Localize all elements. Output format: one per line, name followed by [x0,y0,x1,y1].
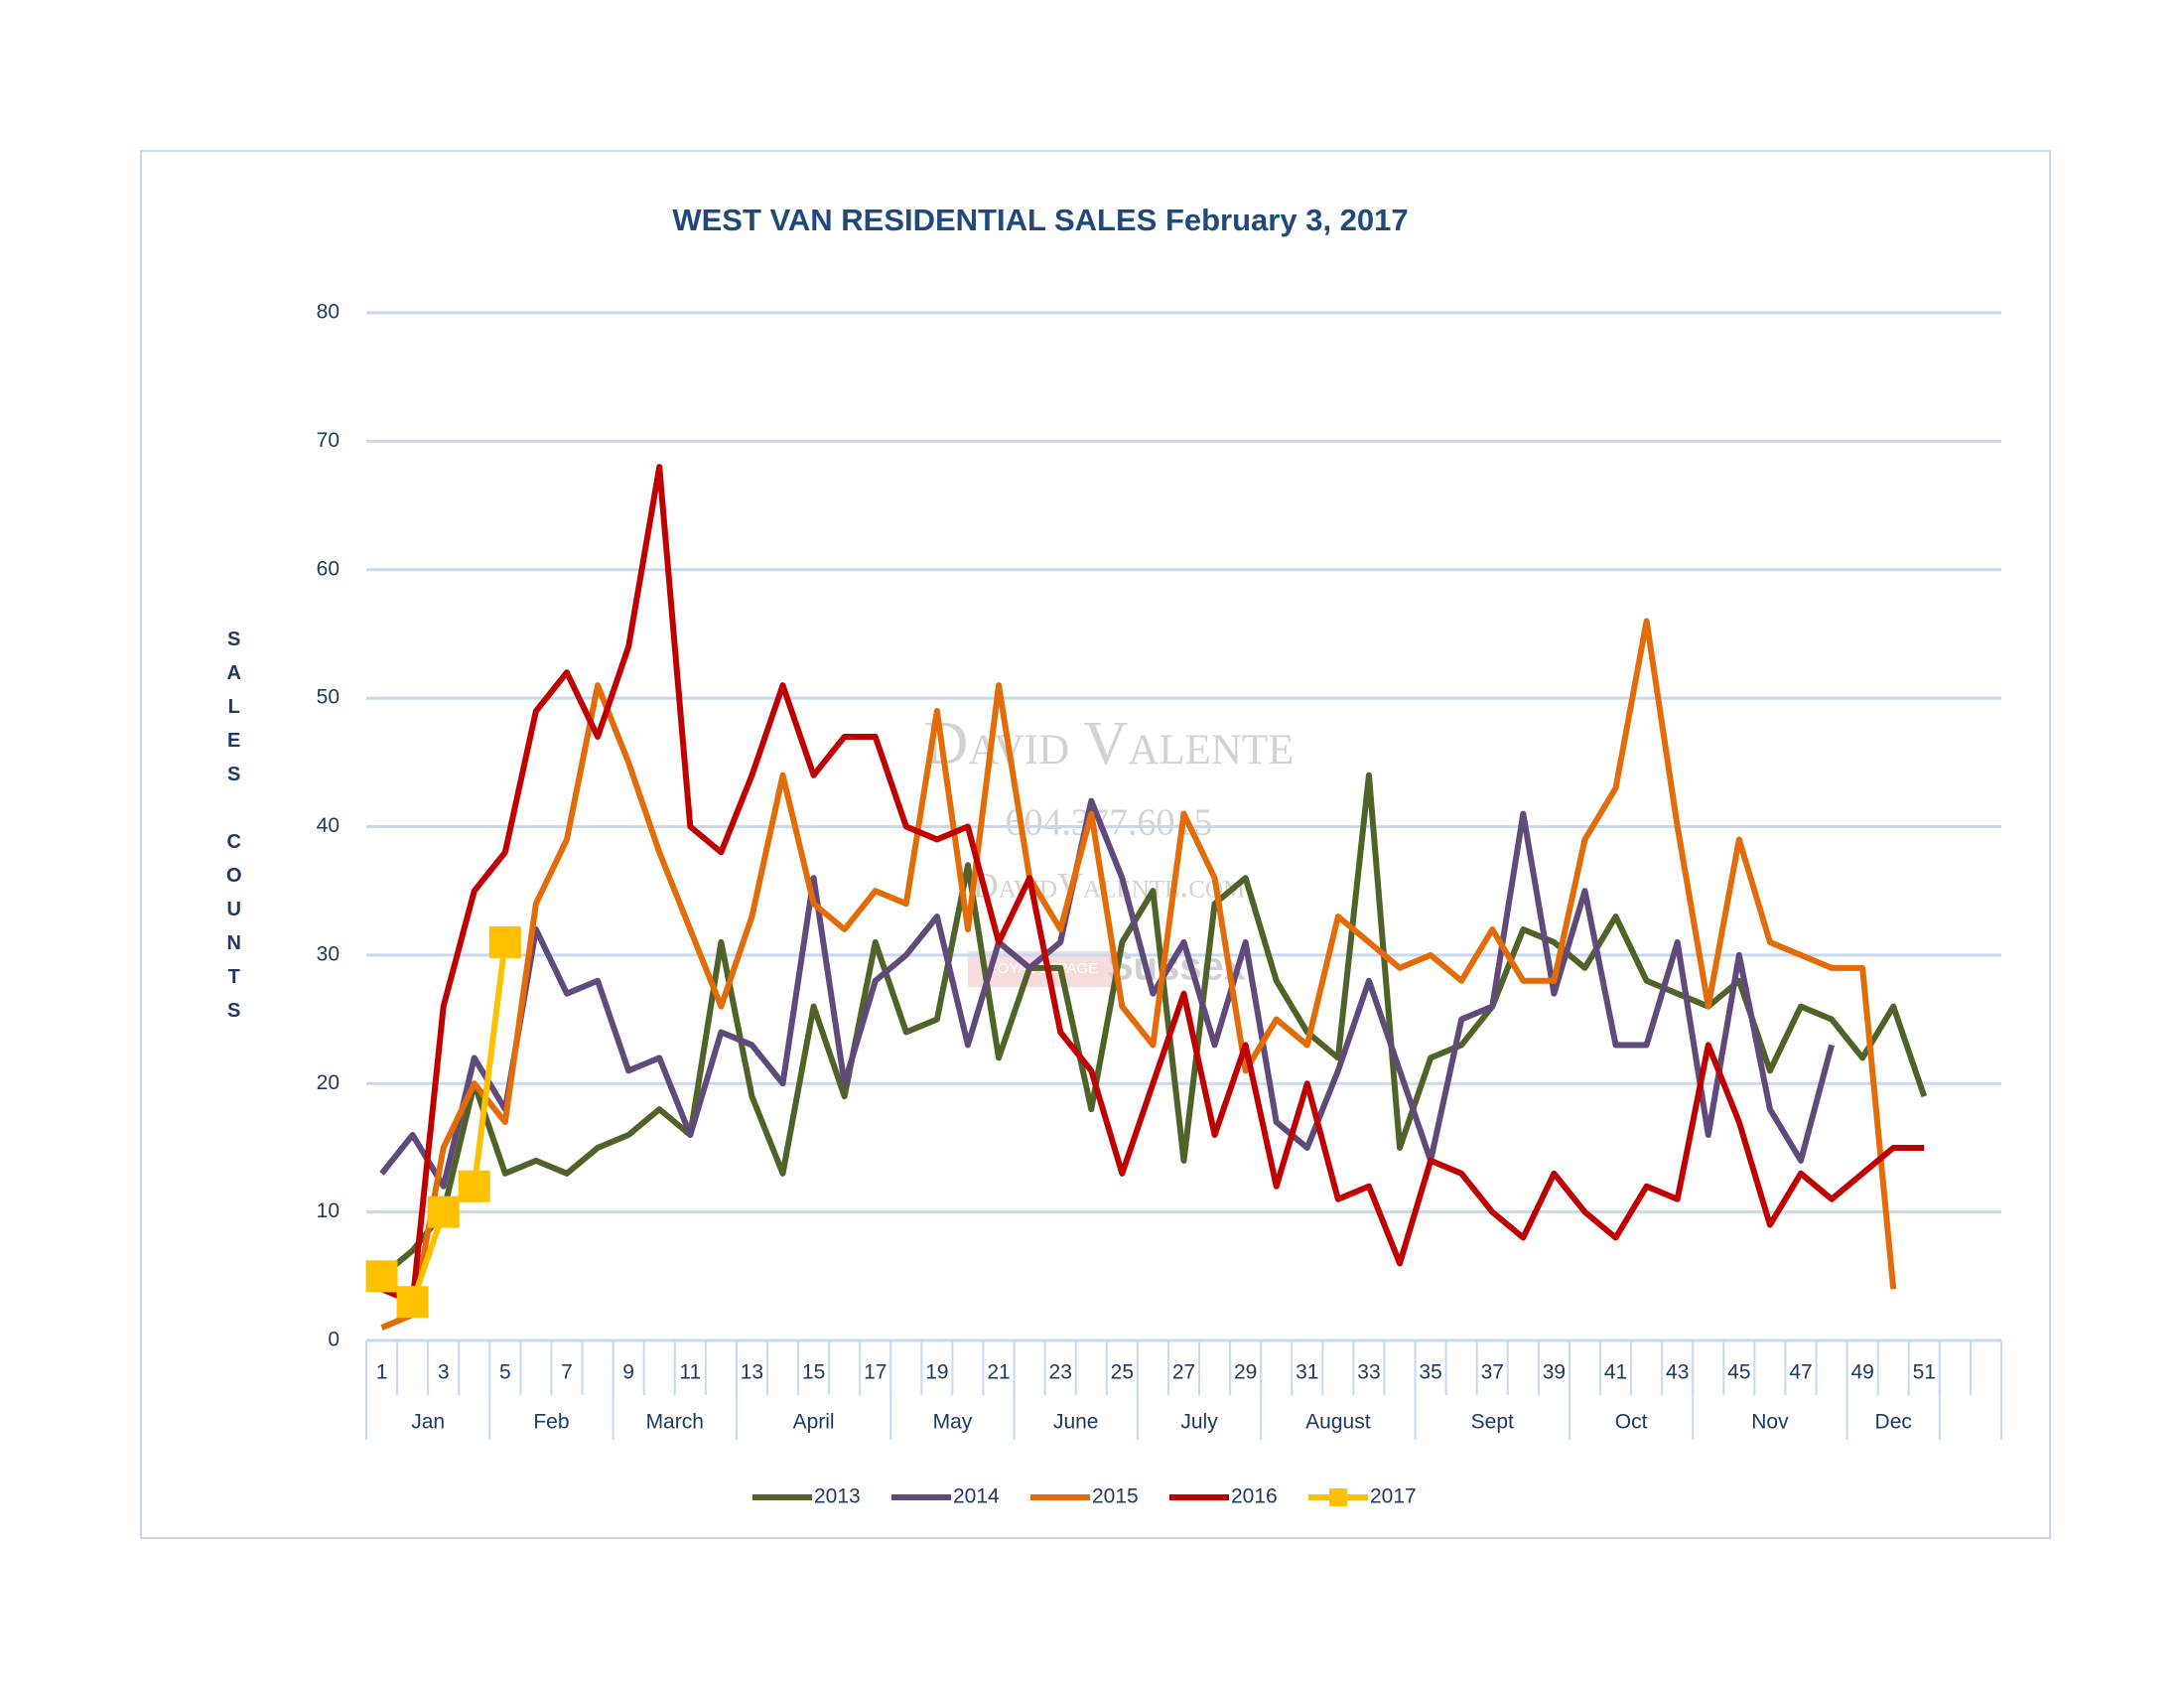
y-tick-label: 50 [317,686,340,709]
y-tick-label: 80 [317,301,340,324]
series-line [379,772,1928,1279]
x-tick-label: 25 [1111,1361,1134,1384]
legend-label: 2015 [1092,1485,1139,1508]
month-label: April [793,1411,835,1434]
month-label: July [1180,1411,1218,1434]
x-tick-label: 11 [679,1361,701,1384]
x-tick-label: 15 [802,1361,825,1384]
x-tick-label: 43 [1666,1361,1689,1384]
x-tick-label: 29 [1234,1361,1257,1384]
series-marker [427,1196,460,1228]
x-tick-label: 45 [1727,1361,1750,1384]
y-tick-label: 60 [317,557,340,580]
y-tick-label: 30 [317,942,340,965]
x-tick-label: 21 [987,1361,1010,1384]
month-label: Dec [1875,1411,1912,1434]
watermark-site: DavidValente.com [973,865,1245,905]
x-tick-label: 27 [1172,1361,1195,1384]
y-tick-label: 10 [317,1199,340,1222]
x-tick-label: 23 [1049,1361,1072,1384]
month-label: Oct [1615,1411,1648,1434]
x-tick-label: 3 [438,1361,450,1384]
y-axis-label: SALES COUNTS [223,629,245,1034]
series-marker [488,925,521,958]
legend-label: 2017 [1370,1485,1417,1508]
x-tick-label: 5 [499,1361,511,1384]
x-tick-label: 9 [622,1361,634,1384]
watermark-name: David Valente [923,710,1294,777]
series-line [380,464,1925,1306]
chart-title: WEST VAN RESIDENTIAL SALES February 3, 2… [672,203,1408,237]
x-tick-label: 37 [1481,1361,1504,1384]
month-label: Sept [1471,1411,1514,1434]
legend-marker [1329,1488,1347,1506]
x-tick-label: 35 [1419,1361,1441,1384]
month-label: Nov [1751,1411,1789,1434]
month-label: August [1305,1411,1371,1434]
x-tick-label: 7 [561,1361,573,1384]
y-tick-label: 20 [317,1071,340,1094]
y-tick-label: 40 [317,814,340,837]
y-tick-label: 0 [328,1329,340,1351]
x-tick-label: 47 [1789,1361,1812,1384]
series-line [380,618,1897,1331]
legend-label: 2016 [1231,1485,1278,1508]
month-label: May [933,1411,973,1434]
x-tick-label: 41 [1604,1361,1627,1384]
x-tick-label: 31 [1296,1361,1318,1384]
series-line [379,797,1835,1190]
legend-label: 2013 [814,1485,861,1508]
y-tick-label: 70 [317,429,340,452]
x-tick-label: 51 [1913,1361,1936,1384]
series-marker [365,1260,398,1293]
x-tick-label: 1 [376,1361,388,1384]
x-tick-label: 49 [1850,1361,1873,1384]
month-label: March [646,1411,704,1434]
month-label: June [1053,1411,1099,1434]
month-label: Feb [533,1411,569,1434]
series-marker [458,1170,490,1202]
series-marker [396,1286,429,1319]
x-tick-label: 13 [741,1361,763,1384]
x-tick-label: 19 [925,1361,948,1384]
x-tick-label: 33 [1357,1361,1380,1384]
x-tick-label: 17 [864,1361,887,1384]
month-label: Jan [411,1411,445,1434]
x-tick-label: 39 [1543,1361,1566,1384]
legend-label: 2014 [953,1485,1000,1508]
